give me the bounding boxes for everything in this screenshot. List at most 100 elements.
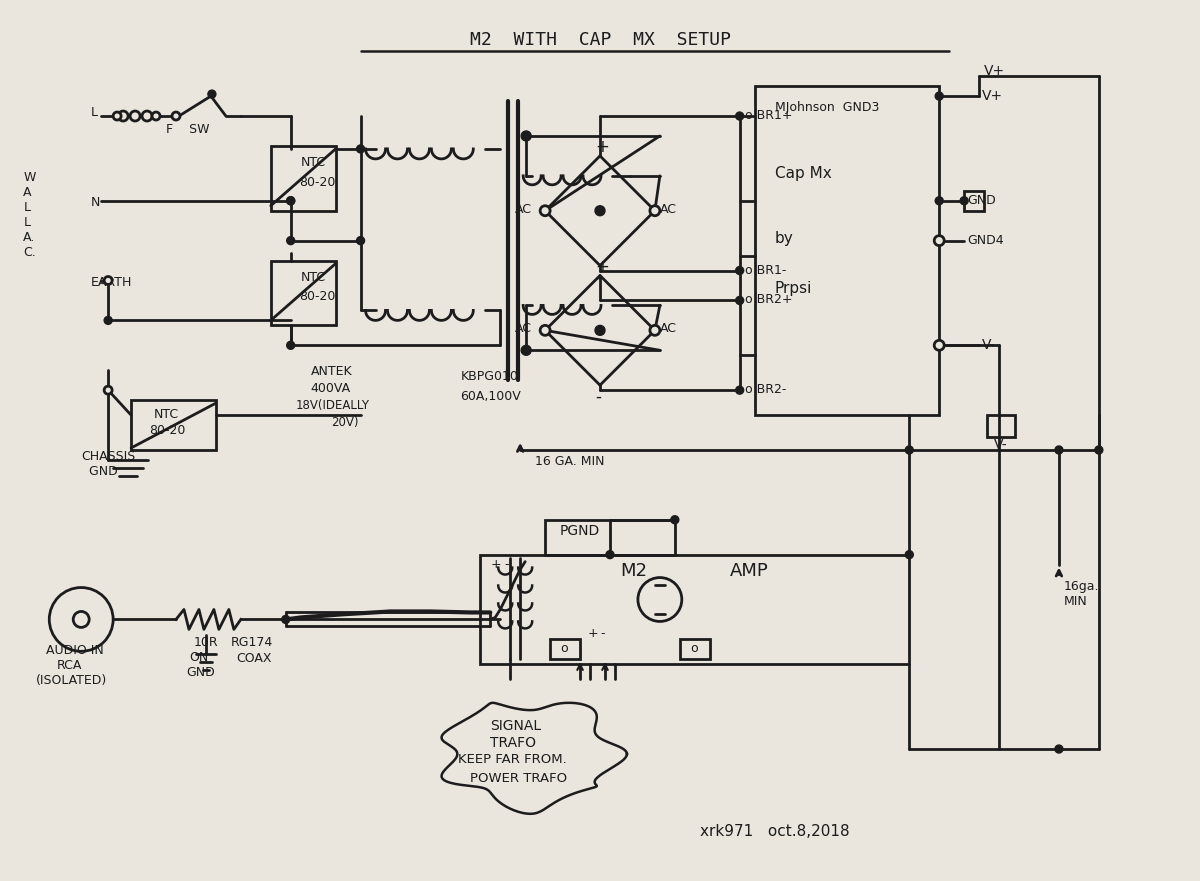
Text: o BR1+: o BR1+ [745,109,792,122]
Bar [680,640,709,659]
Text: AUDIO IN: AUDIO IN [47,644,104,657]
Text: V+: V+ [984,64,1006,78]
Text: V+: V+ [982,89,1003,103]
Text: o BR2+: o BR2+ [745,293,792,307]
Text: 80-20: 80-20 [299,176,335,189]
Bar [271,146,336,211]
Text: V-: V- [994,438,1008,452]
Text: (ISOLATED): (ISOLATED) [36,674,108,687]
Text: NTC: NTC [154,408,179,421]
Text: +: + [595,257,608,276]
Text: o BR1-: o BR1- [745,263,786,277]
Circle shape [130,111,140,121]
Text: V-: V- [982,338,996,352]
Text: GND: GND [967,194,996,207]
Text: L: L [91,106,98,119]
Circle shape [935,93,943,100]
Circle shape [104,386,112,394]
Text: -: - [595,389,601,406]
Circle shape [104,277,112,285]
Circle shape [1055,446,1063,454]
Circle shape [172,112,180,120]
Circle shape [521,131,532,141]
Circle shape [1094,446,1103,454]
Circle shape [595,325,605,336]
Text: by: by [774,231,793,246]
Text: N: N [91,196,101,209]
Bar [480,555,910,664]
Text: o BR2-: o BR2- [745,383,786,396]
Circle shape [287,196,295,204]
Text: KEEP FAR FROM.: KEEP FAR FROM. [458,753,568,766]
Circle shape [118,111,128,121]
Circle shape [152,112,160,120]
Text: F    SW: F SW [166,123,210,136]
Text: Prpsi: Prpsi [774,280,812,295]
Text: CHASSIS
  GND: CHASSIS GND [82,450,136,478]
Circle shape [736,386,744,394]
Text: RCA: RCA [56,659,82,672]
Text: 60A,100V: 60A,100V [461,390,521,403]
Bar [755,86,940,415]
Circle shape [104,316,112,324]
Text: AC: AC [660,203,677,216]
Circle shape [736,112,744,120]
Text: 80-20: 80-20 [149,424,186,437]
Circle shape [935,196,943,204]
Text: COAX: COAX [236,652,271,665]
Text: NTC: NTC [301,156,326,169]
Text: xrk971   oct.8,2018: xrk971 oct.8,2018 [700,824,850,839]
Circle shape [287,237,295,245]
Text: Cap Mx: Cap Mx [774,166,832,181]
Text: -: - [600,627,605,640]
Text: 400VA: 400VA [311,382,350,396]
Text: SIGNAL: SIGNAL [491,719,541,733]
Text: 16 GA. MIN: 16 GA. MIN [535,455,605,468]
Text: 10R: 10R [194,636,218,649]
Circle shape [356,237,365,245]
Circle shape [521,345,532,355]
Text: o: o [690,642,697,655]
Text: GND: GND [186,666,215,679]
Circle shape [540,206,550,216]
Text: o: o [560,642,568,655]
Circle shape [960,196,968,204]
Text: 80-20: 80-20 [299,291,335,303]
Circle shape [671,515,679,523]
Text: AC: AC [515,322,532,336]
Text: +: + [491,558,500,571]
Bar [988,415,1015,437]
Text: AC: AC [660,322,677,336]
Circle shape [287,341,295,349]
Text: ANTEK: ANTEK [311,366,353,378]
Text: 16ga.
MIN: 16ga. MIN [1064,580,1099,608]
Text: M2: M2 [620,561,647,580]
Text: PGND: PGND [560,523,600,537]
Text: POWER TRAFO: POWER TRAFO [470,772,568,785]
Circle shape [935,235,944,246]
Text: +: + [588,627,599,640]
Bar [550,640,580,659]
Circle shape [282,616,289,624]
Circle shape [650,325,660,336]
Circle shape [905,446,913,454]
Text: KBPG010: KBPG010 [461,370,518,383]
Circle shape [905,551,913,559]
Circle shape [935,340,944,351]
Circle shape [1055,745,1063,753]
Text: TRAFO: TRAFO [491,736,536,750]
Bar [545,520,674,555]
Bar [131,400,216,450]
Text: M2  WITH  CAP  MX  SETUP: M2 WITH CAP MX SETUP [469,32,731,49]
Text: EARTH: EARTH [91,276,132,288]
Text: MJohnson  GND3: MJohnson GND3 [774,101,878,114]
Circle shape [650,206,660,216]
Circle shape [540,325,550,336]
Text: -: - [595,269,601,286]
Circle shape [595,206,605,216]
Circle shape [287,196,295,204]
Text: W
A
L
L
A.
C.: W A L L A. C. [23,171,36,259]
Text: NTC: NTC [301,270,326,284]
Circle shape [142,111,152,121]
Text: AMP: AMP [730,561,768,580]
